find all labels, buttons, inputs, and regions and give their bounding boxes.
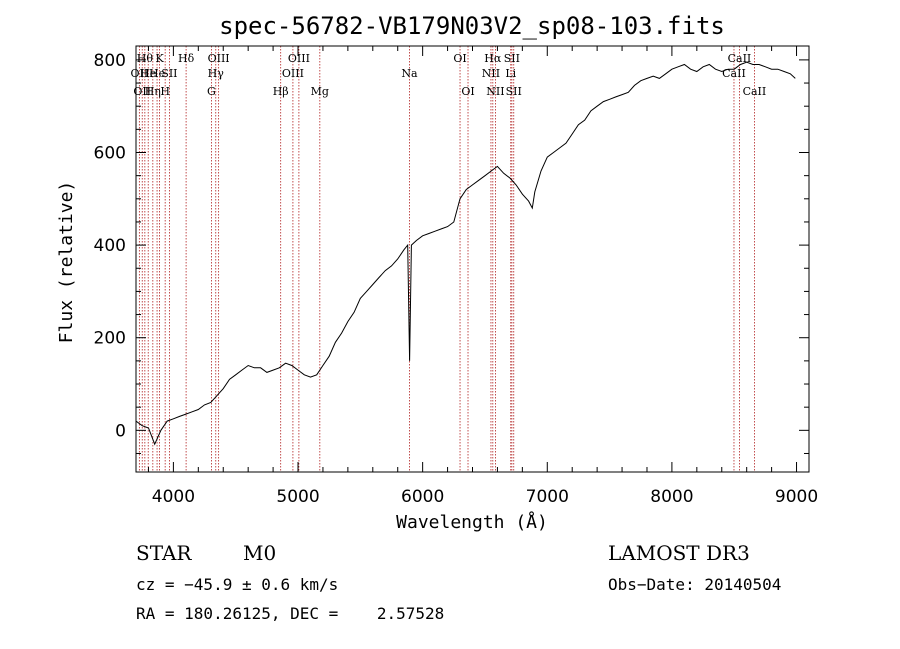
y-tick-label-4: 800 <box>94 51 126 71</box>
line-label-8: SII <box>161 67 177 80</box>
plot-frame <box>135 45 810 473</box>
y-axis-label: Flux (relative) <box>56 181 77 344</box>
line-label-5: He <box>149 67 165 80</box>
line-label-25: SII <box>506 85 522 98</box>
line-label-15: OIII <box>288 52 310 65</box>
line-label-13: Hβ <box>273 85 289 98</box>
line-label-0: OII <box>131 67 149 80</box>
line-label-4: Hη <box>145 85 161 98</box>
line-label-16: Mg <box>311 85 329 98</box>
line-label-17: Na <box>401 67 418 80</box>
y-axis: 0 200 400 600 800 <box>94 51 809 454</box>
line-label-9: Hδ <box>178 52 195 65</box>
line-label-26: CaII <box>722 67 746 80</box>
spectral-line-labels: OIIOIIHθHeHηHeKHSIIHδGHγOIIIHβOIIIOIIIMg… <box>131 52 767 98</box>
redshift-cz: cz = −45.9 ± 0.6 km/s <box>136 575 338 594</box>
line-label-14: OIII <box>282 67 304 80</box>
x-tick-label-0: 4000 <box>152 487 195 507</box>
line-label-3: He <box>140 67 156 80</box>
line-label-11: Hγ <box>208 67 225 80</box>
obs-date: Obs−Date: 20140504 <box>608 575 781 594</box>
y-tick-label-2: 400 <box>94 236 126 256</box>
x-axis-label: Wavelength (Å) <box>396 511 548 533</box>
line-label-22: NII <box>486 85 504 98</box>
x-tick-label-5: 9000 <box>775 487 818 507</box>
x-tick-label-2: 6000 <box>401 487 444 507</box>
line-label-6: K <box>155 52 164 65</box>
ra-dec: RA = 180.26125, DEC = 2.57528 <box>136 604 444 623</box>
y-tick-label-0: 0 <box>115 421 126 441</box>
line-label-24: SII <box>504 52 520 65</box>
line-label-2: Hθ <box>137 52 154 65</box>
line-label-18: OI <box>453 52 466 65</box>
spectrum-series-line <box>135 61 796 446</box>
object-class: STAR <box>136 541 192 565</box>
x-tick-label-1: 5000 <box>276 487 319 507</box>
spectral-line-markers <box>138 46 755 472</box>
line-label-27: CaII <box>728 52 752 65</box>
y-tick-label-3: 600 <box>94 144 126 164</box>
line-label-20: NII <box>482 67 500 80</box>
line-label-10: G <box>207 85 216 98</box>
line-label-21: Hα <box>484 52 502 65</box>
line-label-12: OIII <box>208 52 230 65</box>
x-tick-label-3: 7000 <box>526 487 569 507</box>
survey-label: LAMOST DR3 <box>608 541 750 565</box>
line-label-28: CaII <box>743 85 767 98</box>
line-label-23: Li <box>505 67 516 80</box>
line-label-19: OI <box>461 85 474 98</box>
chart-title: spec-56782-VB179N03V2_sp08-103.fits <box>219 12 725 40</box>
x-tick-label-4: 8000 <box>650 487 693 507</box>
y-tick-label-1: 200 <box>94 329 126 349</box>
object-subclass: M0 <box>243 541 276 565</box>
line-label-1: OII <box>133 85 151 98</box>
x-axis: 4000 5000 6000 7000 8000 9000 <box>147 46 818 507</box>
line-label-7: H <box>160 85 170 98</box>
